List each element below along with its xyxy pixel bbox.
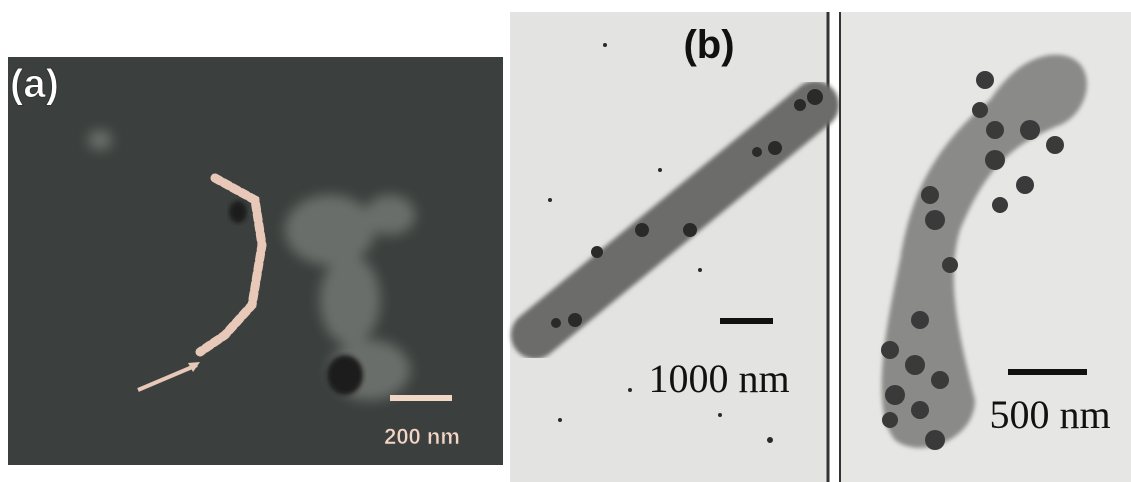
scale-label: 1000 nm <box>648 356 789 401</box>
panel-a: (a) 200 nm <box>8 57 503 465</box>
scale-bar <box>1008 369 1087 375</box>
panel-label: (b) <box>683 23 734 67</box>
dark-particle <box>229 201 247 223</box>
panel-b-right: 500 nm <box>840 12 1131 482</box>
panel-b-left: (b) 1000 nm <box>510 12 828 482</box>
scale-bar <box>390 395 452 401</box>
scale-label: 500 nm <box>989 392 1110 437</box>
panel-label: (a) <box>10 62 59 106</box>
dark-particle <box>327 355 363 395</box>
scale-label: 200 nm <box>384 424 460 449</box>
scale-bar <box>720 318 773 324</box>
figure: (a) 200 nm (b) 1000 nm 500 nm <box>0 0 1131 482</box>
